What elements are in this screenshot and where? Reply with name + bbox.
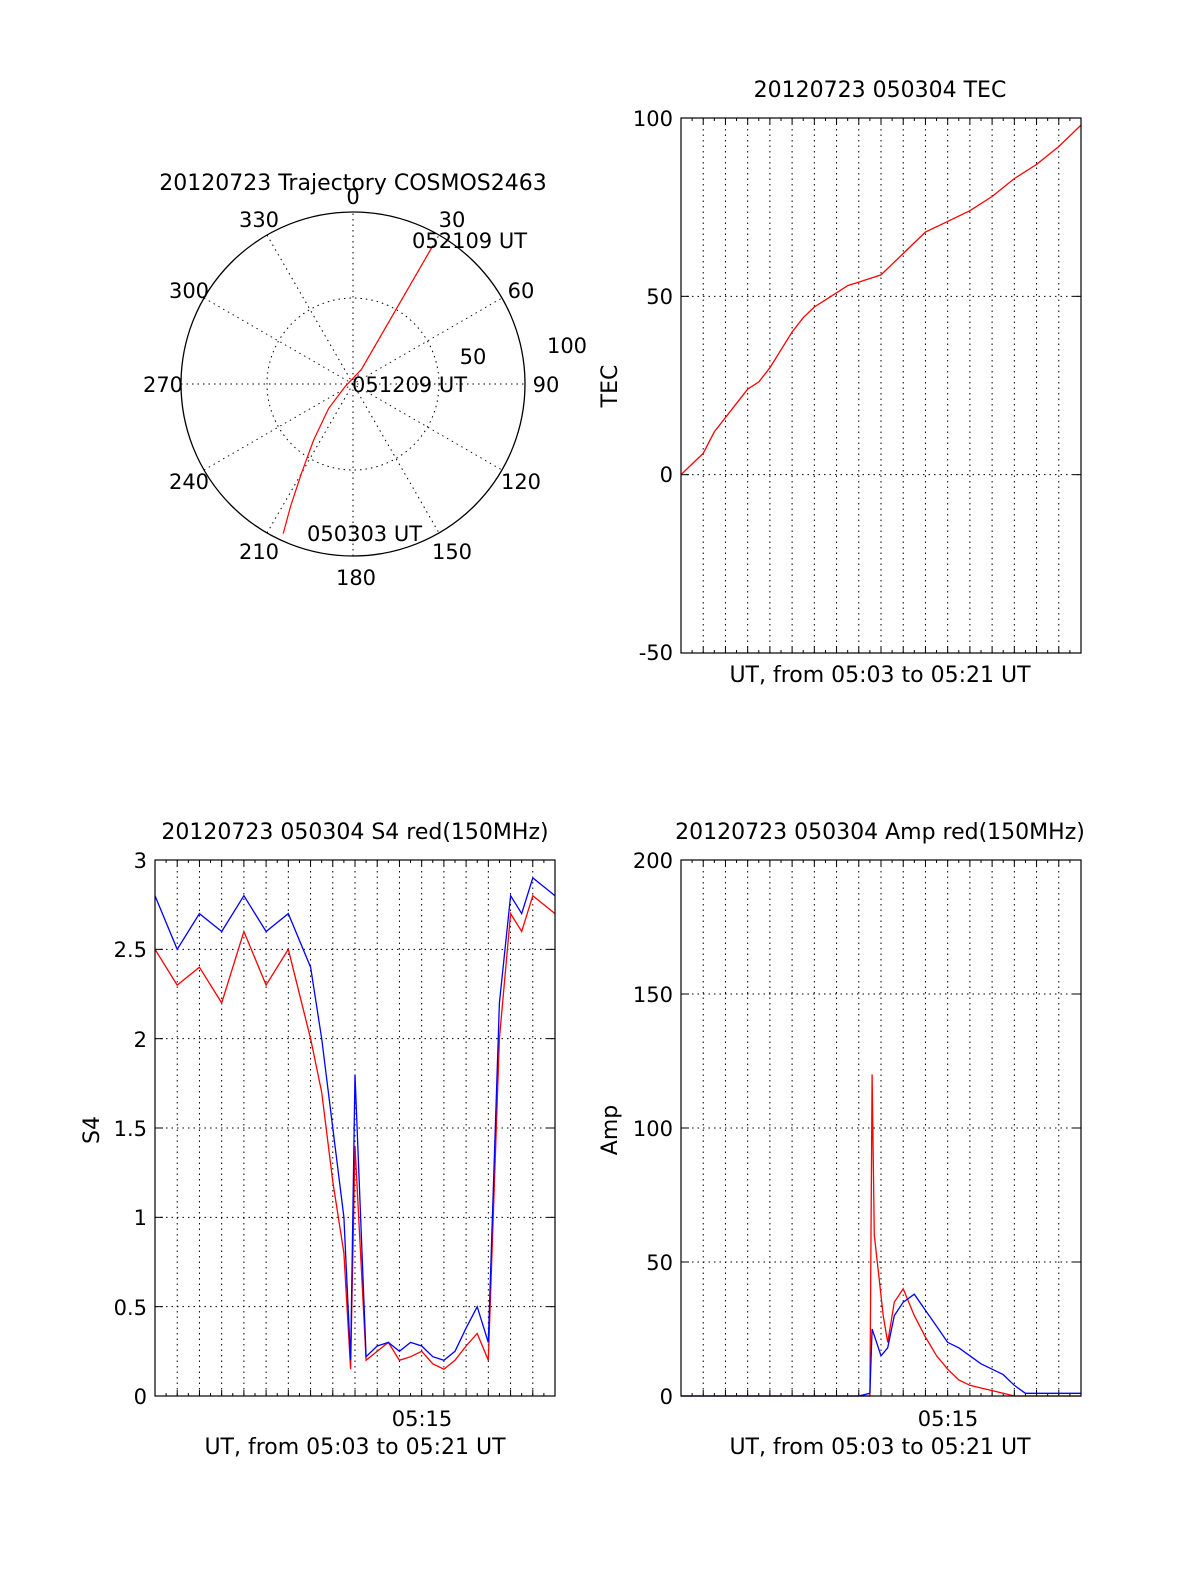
azimuth-label: 120 [501,470,541,494]
radius-label-50: 50 [460,345,487,369]
tec-xlabel: UT, from 05:03 to 05:21 UT [729,663,1031,688]
amp-grid [680,859,1082,1397]
azimuth-label: 60 [508,279,535,303]
trajectory-end-label: 052109 UT [412,229,527,253]
tec-series [680,124,1082,476]
azimuth-label: 270 [143,373,183,397]
amp-axes-frame [680,859,1082,1397]
polar-outer-circle [180,211,526,557]
amp-xtick-label: 05:15 [918,1407,979,1431]
polar-grid-spoke [266,234,440,534]
s4-panel: 20120723 050304 S4 red(150MHz) 0 0.5 1 1… [80,820,556,1460]
trajectory-mid-label: 051209 UT [352,373,467,397]
azimuth-label: 30 [439,208,466,232]
azimuth-label: 240 [169,470,209,494]
azimuth-labels: 0 30 60 90 120 150 180 210 240 270 300 3… [143,185,559,590]
tec-ytick-label: 50 [646,285,673,309]
azimuth-label: 90 [533,373,560,397]
s4-series-line [154,876,556,1362]
s4-ytick-label: 0.5 [114,1296,147,1320]
tec-ytick-label: 0 [660,463,673,487]
polar-grid-circle [266,297,440,471]
amp-ytick-label: 100 [633,1117,673,1141]
azimuth-label: 150 [432,540,472,564]
azimuth-label: 0 [346,185,359,209]
azimuth-label: 330 [239,208,279,232]
azimuth-label: 180 [336,566,376,590]
amp-panel: 20120723 050304 Amp red(150MHz) 0 50 100… [598,820,1085,1460]
s4-xlabel: UT, from 05:03 to 05:21 UT [204,1435,506,1460]
s4-ytick-label: 0 [134,1385,147,1409]
s4-series-line [154,894,556,1370]
s4-title: 20120723 050304 S4 red(150MHz) [161,820,548,845]
amp-title: 20120723 050304 Amp red(150MHz) [675,820,1085,845]
amp-ytick-label: 50 [646,1251,673,1275]
s4-yticks: 0 0.5 1 1.5 2 2.5 3 [114,849,147,1409]
s4-axes-frame [154,859,556,1397]
s4-xtick-label: 05:15 [392,1407,453,1431]
tec-yticks: -50 0 50 100 [633,107,673,665]
tec-ytick-label: 100 [633,107,673,131]
azimuth-label: 210 [239,540,279,564]
amp-yticks: 0 50 100 150 200 [633,849,673,1409]
s4-ytick-label: 2.5 [114,938,147,962]
s4-ylabel: S4 [80,1116,105,1144]
s4-ytick-label: 1 [134,1206,147,1230]
tec-title: 20120723 050304 TEC [754,78,1007,103]
tec-ylabel: TEC [598,365,623,409]
amp-series-line [681,1293,1081,1397]
trajectory-title: 20120723 Trajectory COSMOS2463 [159,171,546,196]
s4-ytick-label: 3 [134,849,147,873]
s4-ytick-label: 2 [134,1028,147,1052]
amp-xlabel: UT, from 05:03 to 05:21 UT [729,1435,1031,1460]
trajectory-line [282,245,434,534]
s4-series [154,876,556,1370]
amp-series [681,1074,1081,1397]
amp-ylabel: Amp [598,1105,623,1155]
tec-panel: 20120723 050304 TEC -50 0 50 100 TEC UT,… [598,78,1082,688]
tec-series-line [680,124,1082,476]
tec-ytick-label: -50 [639,641,673,665]
amp-ytick-label: 0 [660,1385,673,1409]
amp-ytick-label: 150 [633,983,673,1007]
tec-axes-frame [680,117,1082,654]
tec-grid [680,117,1082,654]
trajectory-panel: 20120723 Trajectory COSMOS2463 0 30 60 9… [143,171,587,590]
amp-series-line [681,1074,1081,1397]
s4-ytick-label: 1.5 [114,1117,147,1141]
radius-label-100: 100 [547,334,587,358]
amp-ytick-label: 200 [633,849,673,873]
trajectory-start-label: 050303 UT [307,522,422,546]
azimuth-label: 300 [169,279,209,303]
